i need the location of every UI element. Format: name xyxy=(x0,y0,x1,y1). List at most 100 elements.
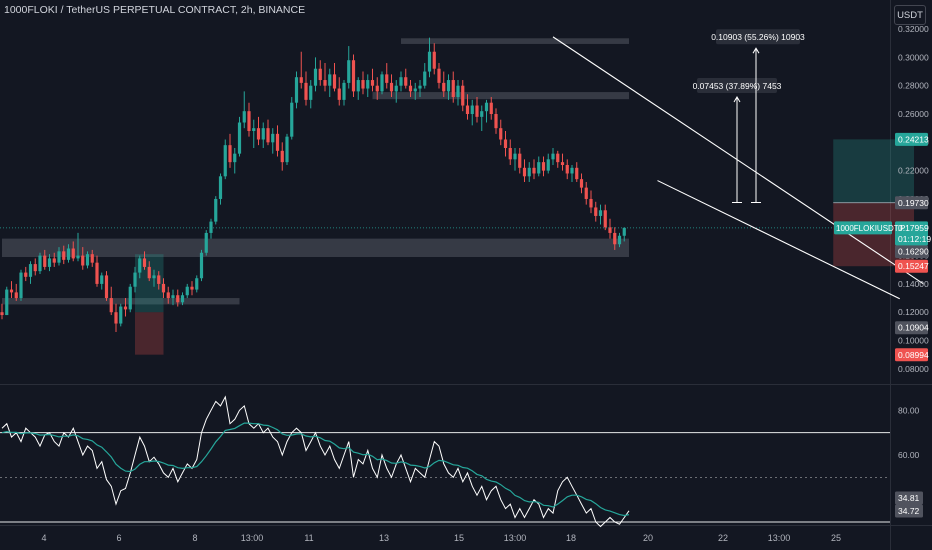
candle-body xyxy=(347,60,351,83)
candle-body xyxy=(14,292,18,299)
candle-body xyxy=(223,145,227,177)
candle-body xyxy=(299,77,303,83)
candle-body xyxy=(351,60,356,92)
candle-body xyxy=(24,272,28,277)
measurement-tools: 0.07453 (37.89%) 7453 0.10903 (55.26%) 10… xyxy=(693,29,805,203)
measure-label: 0.10903 (55.26%) 10903 xyxy=(711,32,805,42)
candle-body xyxy=(518,153,522,168)
candle-body xyxy=(470,105,474,115)
candle-body xyxy=(275,133,280,151)
candle-body xyxy=(242,111,246,123)
candle-body xyxy=(370,80,375,86)
price-tick-label: 0.30000 xyxy=(898,52,929,62)
candle-body xyxy=(541,162,546,171)
horizontal-zone xyxy=(2,238,629,258)
price-label-bg xyxy=(895,244,928,258)
candle-body xyxy=(551,153,555,160)
candle-body xyxy=(90,254,94,263)
candle-body xyxy=(313,68,318,86)
price-axis[interactable]: 0.320000.300000.280000.260000.240000.220… xyxy=(834,24,931,518)
rsi-tick-label: 60.00 xyxy=(898,450,920,460)
candle-body xyxy=(318,68,322,81)
candle-body xyxy=(375,85,379,92)
price-tick-label: 0.32000 xyxy=(898,24,929,34)
candle-body xyxy=(532,167,536,174)
candle-body xyxy=(608,227,612,233)
candle-body xyxy=(280,150,284,163)
currency-button[interactable]: USDT xyxy=(894,5,926,25)
candle-body xyxy=(332,74,337,89)
candle-body xyxy=(100,275,104,284)
candle-body xyxy=(589,198,593,208)
symbol-price-tag-bg xyxy=(834,221,892,235)
candle-body xyxy=(261,128,265,140)
horizontal-zone xyxy=(401,38,629,44)
price-tick-label: 0.10000 xyxy=(898,336,929,346)
symbol-title: 1000FLOKI / TetherUS PERPETUAL CONTRACT,… xyxy=(4,4,306,16)
candle-body xyxy=(304,82,308,100)
candle-body xyxy=(252,128,256,132)
candle-body xyxy=(128,286,132,310)
time-tick-label: 13 xyxy=(379,533,389,543)
candle-body xyxy=(171,295,175,299)
price-label-bg xyxy=(895,321,928,335)
price-label: 0.10904 xyxy=(898,323,929,333)
candle-body xyxy=(57,251,61,263)
price-tick-label: 0.22000 xyxy=(898,166,929,176)
candle-body xyxy=(494,114,498,129)
candle-body xyxy=(594,207,598,216)
price-label: 0.15247 xyxy=(898,261,929,271)
time-axis[interactable]: 4 6 8 13:00 11 13 15 13:00 18 20 22 13:00 25 xyxy=(41,533,841,543)
candle-body xyxy=(218,176,223,199)
candle-body xyxy=(408,85,413,92)
candle-body xyxy=(256,128,261,140)
candle-body xyxy=(237,122,242,154)
price-tick-label: 0.26000 xyxy=(898,109,929,119)
candle-body xyxy=(33,264,37,272)
candle-body xyxy=(413,88,417,92)
candle-body xyxy=(180,295,185,303)
time-tick-label: 18 xyxy=(566,533,576,543)
time-tick-label: 11 xyxy=(304,533,313,543)
candle-body xyxy=(185,286,189,296)
current-price-bg xyxy=(895,221,928,246)
symbol-price-tag: 1000FLOKIUSDT.P xyxy=(836,224,905,233)
candle-body xyxy=(309,85,313,100)
candle-body xyxy=(109,298,113,313)
current-price-value: 0.17959 xyxy=(898,223,929,233)
candle-body xyxy=(575,167,579,180)
candle-body xyxy=(47,258,52,267)
time-tick-label: 13:00 xyxy=(504,533,527,543)
time-tick-label: 15 xyxy=(454,533,464,543)
candle-body xyxy=(176,295,180,303)
candle-body xyxy=(404,77,408,86)
candlesticks xyxy=(0,37,890,333)
price-tick-label: 0.14000 xyxy=(898,279,929,289)
candle-body xyxy=(228,145,232,163)
candle-body xyxy=(556,153,560,163)
candle-body xyxy=(81,255,85,266)
candle-body xyxy=(323,80,327,86)
price-tick-label: 0.12000 xyxy=(898,307,929,317)
candle-body xyxy=(503,139,508,148)
candle-body xyxy=(565,164,569,174)
candle-body xyxy=(451,80,455,98)
candle-body xyxy=(527,167,531,177)
candle-body xyxy=(233,153,237,163)
candle-body xyxy=(546,159,550,171)
candle-body xyxy=(337,88,341,100)
candle-body xyxy=(380,74,384,92)
candle-body xyxy=(66,248,71,260)
candle-body xyxy=(446,80,451,92)
price-label: 0.08994 xyxy=(898,350,929,360)
candle-body xyxy=(537,162,541,174)
time-tick-label: 4 xyxy=(41,533,46,543)
candle-body xyxy=(95,262,99,284)
candle-body xyxy=(484,102,489,112)
candle-body xyxy=(598,210,603,216)
candle-body xyxy=(204,232,208,253)
candle-body xyxy=(342,82,346,100)
candle-body xyxy=(104,275,109,299)
candle-body xyxy=(5,289,9,316)
